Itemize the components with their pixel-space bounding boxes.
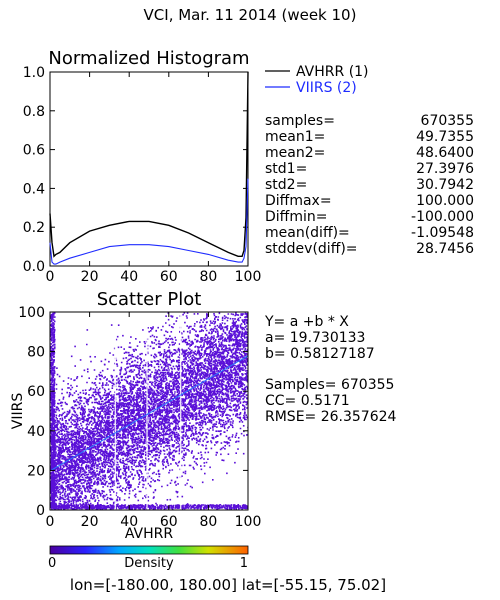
stat-value: 27.3976 <box>416 161 474 177</box>
regression-line <box>50 355 248 472</box>
scatter-xtick-label: 60 <box>160 514 178 530</box>
scatter-ytick-label: 60 <box>27 384 45 400</box>
scatter-ylabel: VIIRS <box>10 393 26 430</box>
regression-a: a= 19.730133 <box>265 330 365 346</box>
histogram-xtick-label: 100 <box>235 269 262 285</box>
legend-avhrr-label: AVHRR (1) <box>296 64 369 80</box>
histogram-ytick-label: 0.2 <box>23 220 45 236</box>
histogram-xtick-label: 60 <box>160 269 178 285</box>
density-colorbar: 0 Density 1 <box>48 545 249 571</box>
stat-value: -100.000 <box>411 209 474 225</box>
scatter-ytick-label: 40 <box>27 424 45 440</box>
scatter-xtick-label: 40 <box>120 514 138 530</box>
stat-value: 28.7456 <box>416 241 474 257</box>
stat-label: mean2= <box>265 145 325 161</box>
scatter-ytick-label: 100 <box>18 305 45 321</box>
colorbar-min: 0 <box>48 556 56 571</box>
stat-label: stddev(diff)= <box>265 241 358 257</box>
regression-samples: Samples= 670355 <box>265 377 394 393</box>
histogram-xtick-label: 0 <box>46 269 55 285</box>
histogram-series-avhrr <box>49 71 249 258</box>
regression-rmse: RMSE= 26.357624 <box>265 409 397 425</box>
legend-viirs-label: VIIRS (2) <box>296 80 357 96</box>
footer-extent: lon=[-180.00, 180.00] lat=[-55.15, 75.02… <box>70 576 386 594</box>
scatter-panel: Scatter Plot 0 20 40 60 80 100 0 20 40 60 80 100 AV… <box>10 289 261 542</box>
stat-label: samples= <box>265 113 335 129</box>
figure-title: VCI, Mar. 11 2014 (week 10) <box>144 6 357 24</box>
regression-cc: CC= 0.5171 <box>265 393 350 409</box>
stat-value: 100.000 <box>416 193 474 209</box>
histogram-legend: AVHRR (1) VIIRS (2) <box>265 64 369 96</box>
histogram-axes <box>49 71 249 267</box>
stat-label: mean(diff)= <box>265 225 350 241</box>
histogram-ytick-label: 0.6 <box>23 143 45 159</box>
stat-label: mean1= <box>265 129 325 145</box>
histogram-title: Normalized Histogram <box>48 48 249 69</box>
regression-equation: Y= a +b * X <box>264 314 349 330</box>
stat-value: 30.7942 <box>416 177 474 193</box>
stat-value: 670355 <box>421 113 474 129</box>
stat-label: Diffmin= <box>265 209 327 225</box>
scatter-axes <box>49 311 249 511</box>
stat-label: std2= <box>265 177 307 193</box>
scatter-ytick-label: 0 <box>36 503 45 519</box>
stat-value: 49.7355 <box>416 129 474 145</box>
stat-label: std1= <box>265 161 307 177</box>
scatter-xtick-label: 0 <box>46 514 55 530</box>
scatter-xlabel: AVHRR <box>125 526 174 542</box>
scatter-xtick-label: 100 <box>235 514 262 530</box>
scatter-xtick-label: 80 <box>199 514 217 530</box>
scatter-ticks: 0 20 40 60 80 100 0 20 40 60 80 100 <box>18 305 261 530</box>
scatter-title: Scatter Plot <box>97 289 202 310</box>
scatter-ytick-label: 20 <box>27 463 45 479</box>
scatter-points <box>50 312 248 510</box>
histogram-panel: Normalized Histogram 0 20 40 60 80 1000.00.20… <box>23 48 369 285</box>
histogram-series-viirs <box>49 178 249 265</box>
histogram-ytick-label: 0.4 <box>23 181 45 197</box>
stat-value: -1.09548 <box>411 225 474 241</box>
stat-label: Diffmax= <box>265 193 332 209</box>
colorbar-max: 1 <box>240 556 248 571</box>
colorbar-label: Density <box>124 556 174 571</box>
histogram-xtick-label: 80 <box>199 269 217 285</box>
histogram-ytick-label: 0.8 <box>23 104 45 120</box>
histogram-ytick-label: 0.0 <box>23 259 45 275</box>
regression-block: Y= a +b * X a= 19.730133 b= 0.58127187 S… <box>264 314 397 425</box>
histogram-ytick-label: 1.0 <box>23 65 45 81</box>
histogram-xtick-label: 20 <box>81 269 99 285</box>
histogram-ticks: 0 20 40 60 80 100 0.0 0.2 0.4 0.6 0.8 1.0 <box>23 65 262 285</box>
scatter-ytick-label: 80 <box>27 345 45 361</box>
histogram-lines <box>49 71 249 265</box>
scatter-density-cloud <box>50 312 248 510</box>
stat-value: 48.6400 <box>416 145 474 161</box>
colorbar-gradient <box>49 545 249 555</box>
histogram-xtick-label: 40 <box>120 269 138 285</box>
scatter-xtick-label: 20 <box>81 514 99 530</box>
regression-b: b= 0.58127187 <box>265 346 375 362</box>
statistics-block: samples= 670355 mean1= 49.7355 mean2= 48.6400… <box>265 113 474 257</box>
